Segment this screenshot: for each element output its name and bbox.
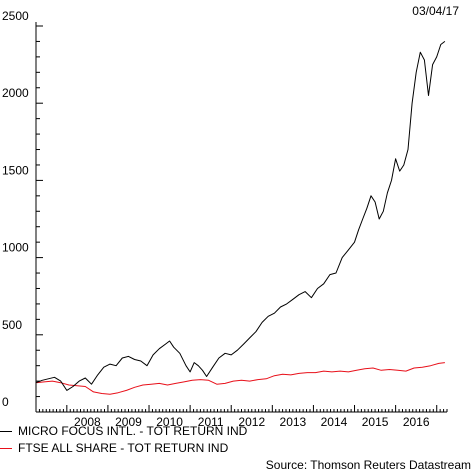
legend-swatch-ftse <box>0 448 12 450</box>
legend-label-ftse: FTSE ALL SHARE - TOT RETURN IND <box>18 441 229 455</box>
x-tick-label: 2014 <box>321 415 348 429</box>
chart-source: Source: Thomson Reuters Datastream <box>265 458 471 472</box>
y-tick-label: 2500 <box>2 9 29 23</box>
x-tick-label: 2012 <box>238 415 265 429</box>
legend-swatch-micro-focus <box>0 431 12 433</box>
legend-label-micro-focus: MICRO FOCUS INTL. - TOT RETURN IND <box>18 424 248 438</box>
y-tick-label: 0 <box>2 395 9 409</box>
y-tick-label: 1000 <box>2 241 29 255</box>
chart-axes: 0 500 1000 1500 2000 2500 2008 2009 2010 2011 2012… <box>2 9 448 429</box>
x-tick-label: 2010 <box>156 415 183 429</box>
legend-item-micro-focus: MICRO FOCUS INTL. - TOT RETURN IND <box>0 424 247 438</box>
line-chart: 0 500 1000 1500 2000 2500 2008 2009 2010 2011 2012… <box>2 9 448 429</box>
x-tick-label: 2011 <box>198 415 224 429</box>
y-tick-label: 500 <box>2 318 22 332</box>
legend-item-ftse: FTSE ALL SHARE - TOT RETURN IND <box>0 441 228 455</box>
chart-series-layer <box>35 41 446 395</box>
y-tick-label: 1500 <box>2 163 29 177</box>
series-line-micro-focus <box>35 41 446 391</box>
x-tick-label: 2013 <box>280 415 307 429</box>
y-tick-label: 2000 <box>2 86 29 100</box>
x-tick-label: 2015 <box>362 415 389 429</box>
x-tick-label: 2008 <box>74 415 101 429</box>
chart-date-stamp: 03/04/17 <box>412 4 459 18</box>
series-line-ftse <box>35 362 445 395</box>
x-tick-label: 2009 <box>115 415 142 429</box>
x-tick-label: 2016 <box>403 415 430 429</box>
